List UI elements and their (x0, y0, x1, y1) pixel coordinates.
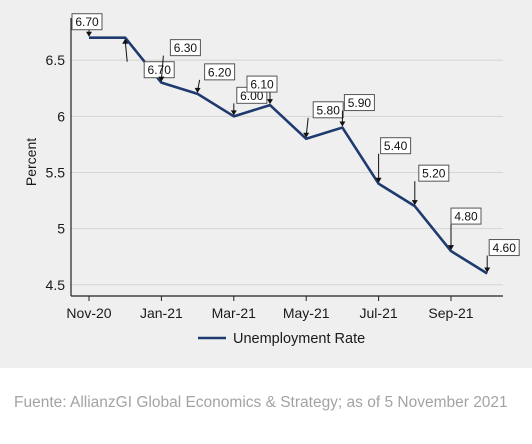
data-label-text: 6.30 (174, 41, 198, 55)
data-label-box (246, 75, 278, 93)
data-label: 6.70 (71, 13, 103, 37)
legend-label: Unemployment Rate (233, 331, 365, 347)
y-tick-label: 4.5 (46, 277, 66, 293)
data-label: 6.70 (122, 38, 175, 79)
data-label-arrowhead (411, 200, 418, 206)
unemployment-line-chart: 4.5 5 5.5 6 6.5 Percent Nov-20 Jan-21 Mar-21 May-… (23, 13, 520, 347)
data-label-text: 4.80 (454, 210, 478, 224)
data-label: 6.30 (158, 39, 201, 82)
data-label-arrowhead (158, 76, 165, 82)
data-label-box (418, 164, 450, 182)
x-tick-label: Sep-21 (428, 305, 473, 321)
data-label: 5.40 (375, 137, 412, 183)
data-label-arrowhead (448, 245, 454, 251)
data-label: 4.80 (448, 207, 482, 251)
data-label-arrowhead (339, 121, 346, 127)
data-label-text: 4.60 (493, 241, 517, 255)
y-tick-label: 6 (57, 108, 65, 124)
x-tick-label: Mar-21 (212, 305, 257, 321)
data-label-arrowhead (375, 177, 382, 183)
data-label-arrowhead (267, 99, 273, 105)
x-tick-label: Jan-21 (140, 305, 183, 321)
data-label-text: 6.10 (250, 78, 274, 92)
data-label-arrowhead (230, 110, 237, 116)
data-label-arrowhead (303, 132, 310, 138)
data-label-text: 5.40 (384, 139, 408, 153)
data-label-arrowhead (194, 87, 201, 93)
legend: Unemployment Rate (198, 331, 365, 347)
x-tick-label: Jul-21 (360, 305, 398, 321)
data-label-arrowhead (122, 38, 129, 44)
data-label-box (450, 207, 482, 225)
x-tick-label: Nov-20 (66, 305, 111, 321)
chart-panel (0, 0, 532, 368)
data-label-leader (124, 40, 128, 62)
data-label-leader (160, 55, 164, 80)
data-label-arrowhead (484, 267, 491, 273)
data-label-box (380, 137, 412, 155)
y-tick-label: 6.5 (46, 52, 66, 68)
data-label: 6.20 (194, 63, 236, 93)
data-label-text: 5.80 (317, 103, 341, 117)
y-tick-label: 5 (57, 221, 65, 237)
data-label-text: 5.90 (348, 96, 372, 110)
y-axis-title: Percent (23, 138, 39, 186)
data-label-box (169, 39, 201, 57)
data-label-text: 6.70 (75, 15, 99, 29)
y-tick-label: 5.5 (46, 164, 66, 180)
data-label-box (204, 63, 236, 81)
data-label-box (312, 101, 344, 119)
data-label-text: 6.70 (148, 63, 172, 77)
x-tick-label: May-21 (283, 305, 330, 321)
data-label-box (343, 94, 375, 112)
data-label-box (71, 13, 103, 31)
data-label-text: 6.20 (208, 65, 232, 79)
data-label: 6.10 (246, 75, 278, 105)
data-label: 5.90 (339, 94, 375, 127)
data-label-box (488, 239, 520, 257)
source-note: Fuente: AllianzGI Global Economics & Str… (14, 394, 508, 411)
data-label: 5.20 (411, 164, 450, 206)
data-label-arrowhead (86, 31, 92, 37)
data-labels: 6.706.706.306.206.006.105.805.905.405.20… (71, 13, 520, 273)
data-label: 5.80 (303, 101, 344, 138)
axes: 4.5 5 5.5 6 6.5 Percent Nov-20 Jan-21 Mar-21 May-… (23, 18, 503, 321)
data-label-text: 5.20 (422, 167, 446, 181)
data-label: 4.60 (484, 239, 520, 273)
